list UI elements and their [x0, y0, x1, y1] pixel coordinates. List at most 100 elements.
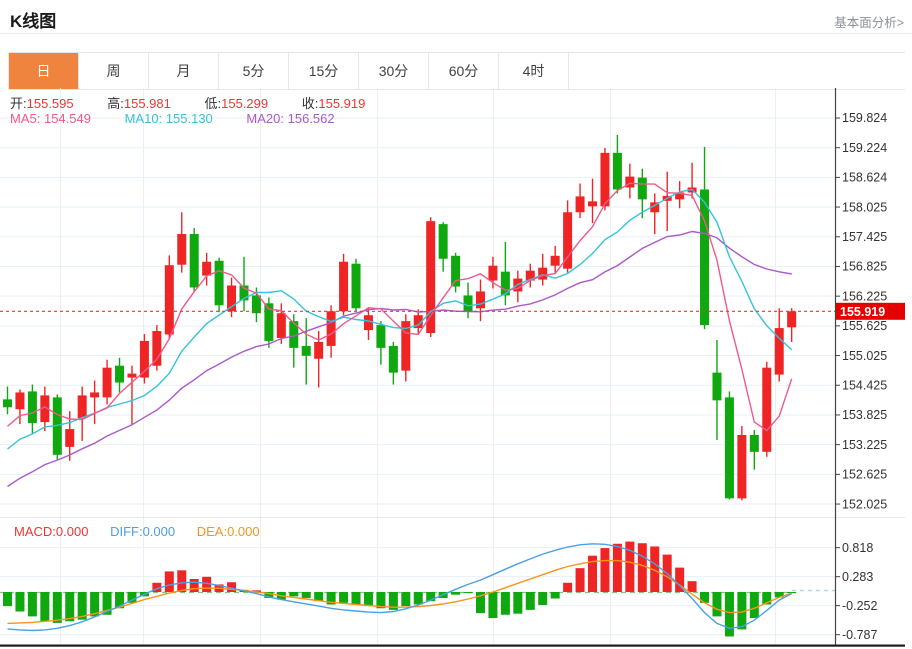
last-price-tag-value: 155.919	[840, 305, 885, 319]
fundamental-analysis-link[interactable]: 基本面分析>	[834, 16, 904, 30]
macd-bar	[77, 592, 87, 620]
macd-bar	[687, 581, 697, 592]
axis-tick-label: 156.225	[842, 289, 887, 303]
macd-bar	[625, 541, 635, 592]
macd-bar	[164, 571, 174, 592]
candle-body	[289, 321, 299, 348]
dea-line	[7, 559, 792, 625]
candle-body	[488, 265, 498, 281]
macd-bar	[227, 582, 237, 592]
macd-bar	[152, 582, 162, 592]
candle-body	[500, 271, 510, 296]
candle-body	[737, 434, 747, 499]
ma-lines	[7, 182, 793, 488]
macd-bar	[762, 592, 772, 605]
axis-tick-label: 153.225	[842, 438, 887, 452]
axis-tick-label: 158.624	[842, 171, 887, 185]
macd-bar	[550, 592, 560, 599]
candle-body	[550, 255, 560, 266]
macd-bar	[289, 592, 299, 597]
macd-bar	[525, 592, 535, 610]
candle-body	[600, 152, 610, 207]
macd-bar	[426, 592, 436, 602]
tab-day[interactable]: 日	[9, 53, 79, 89]
axis-tick-label: 159.224	[842, 141, 887, 155]
candle-body	[77, 395, 87, 419]
kline-chart[interactable]: 159.824 159.224 158.624 158.025 157.425 156.8…	[0, 88, 912, 649]
candle-body	[189, 234, 199, 288]
tab-30min[interactable]: 30分	[359, 53, 429, 89]
macd-bar	[90, 592, 100, 617]
macd-bar	[65, 592, 75, 622]
last-price-tag	[836, 302, 905, 320]
macd-bar	[339, 592, 349, 603]
candle-body	[15, 392, 25, 410]
candle-body	[276, 313, 286, 338]
low-readout: 低:155.299	[204, 96, 269, 111]
diff-readout: DIFF:0.000	[110, 524, 176, 539]
axis-tick-label: 158.025	[842, 200, 887, 214]
axis-tick-label: 156.825	[842, 260, 887, 274]
macd-bar	[563, 582, 573, 592]
tab-week[interactable]: 周	[79, 53, 149, 89]
candle-body	[625, 176, 635, 188]
candle-body	[675, 192, 685, 200]
candle-body	[127, 373, 137, 378]
candle-body	[575, 196, 585, 213]
candle-body	[762, 367, 772, 452]
macd-readout: MACD:0.000	[14, 524, 89, 539]
macd-bar	[314, 592, 324, 602]
axis-tick-label: 155.025	[842, 349, 887, 363]
macd-bar	[363, 592, 373, 607]
candle-body	[463, 295, 473, 312]
tab-5min[interactable]: 5分	[219, 53, 289, 89]
ma10-readout: MA10: 155.130	[124, 111, 213, 126]
macd-bar	[40, 592, 50, 622]
macd-bar	[712, 592, 722, 617]
candle-body	[314, 341, 324, 359]
macd-bar	[376, 592, 386, 609]
macd-bar	[575, 568, 585, 592]
macd-bar	[102, 592, 112, 615]
tab-4hour[interactable]: 4时	[499, 53, 569, 89]
candle-body	[749, 434, 759, 452]
candle-body	[637, 177, 647, 200]
macd-bar	[413, 592, 423, 605]
macd-bar	[475, 592, 485, 614]
macd-bar	[177, 570, 187, 592]
candle-body	[525, 270, 535, 281]
grid	[0, 88, 905, 644]
ma20-line	[7, 230, 792, 488]
diff-line	[7, 543, 792, 632]
candle-body	[438, 224, 448, 259]
candle-body	[27, 391, 37, 424]
candle-body	[588, 201, 598, 207]
macd-bar	[513, 592, 523, 614]
macd-bar	[774, 592, 784, 598]
tab-month[interactable]: 月	[149, 53, 219, 89]
ma5-readout: MA5: 154.549	[10, 111, 91, 126]
price-axis: 159.824 159.224 158.624 158.025 157.425 156.8…	[834, 88, 887, 645]
candle-body	[426, 221, 436, 334]
candle-body	[202, 261, 212, 276]
period-tabs: 日 周 月 5分 15分 30分 60分 4时	[8, 52, 905, 90]
high-readout: 高:155.981	[107, 96, 171, 111]
candle-body	[90, 392, 100, 398]
candle-body	[264, 303, 274, 341]
tab-15min[interactable]: 15分	[289, 53, 359, 89]
macd-bar	[451, 592, 461, 595]
candle-body	[339, 261, 349, 312]
candle-body	[251, 295, 261, 314]
open-readout: 开:155.595	[10, 96, 74, 111]
candle-body	[401, 321, 411, 371]
candle-body	[774, 328, 784, 375]
ma10-line	[7, 188, 793, 450]
macd-bar	[749, 592, 759, 619]
candle-body	[139, 340, 149, 378]
macd-bar	[301, 592, 311, 598]
ma20-readout: MA20: 156.562	[246, 111, 335, 126]
tab-60min[interactable]: 60分	[429, 53, 499, 89]
macd-bar	[500, 592, 510, 615]
candle-body	[376, 325, 386, 348]
macd-bar	[650, 546, 660, 592]
